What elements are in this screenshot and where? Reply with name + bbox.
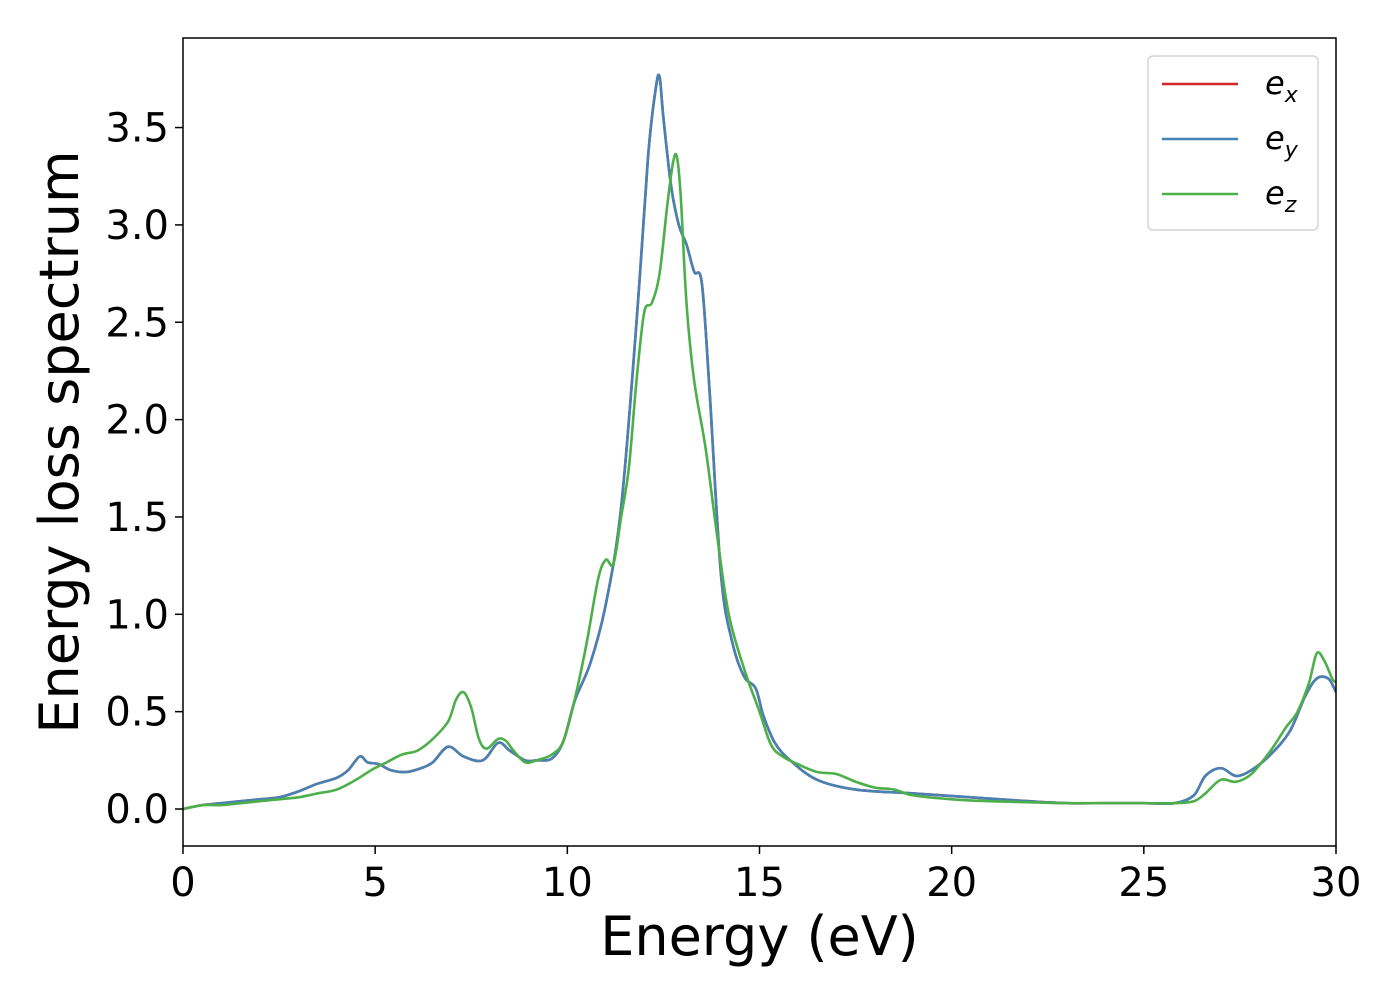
x-axis-label: Energy (eV)	[600, 905, 919, 968]
y-tick-label: 2.0	[105, 398, 169, 444]
series-line-ez	[183, 152, 1336, 811]
x-tick-label: 25	[1118, 860, 1169, 906]
y-tick-label: 0.0	[105, 787, 169, 833]
y-tick-label: 1.0	[105, 592, 169, 638]
y-tick-label: 3.0	[105, 203, 169, 249]
y-tick-label: 3.5	[105, 106, 169, 152]
legend-label-ey: ey	[1265, 119, 1299, 163]
legend-label-subscript: y	[1284, 138, 1299, 163]
series-layer	[183, 73, 1336, 811]
x-tick-label: 0	[170, 860, 195, 906]
y-tick-label: 1.5	[105, 495, 169, 541]
legend-label-base: e	[1265, 174, 1285, 212]
y-tick-label: 2.5	[105, 300, 169, 346]
legend-label-ex: ex	[1265, 64, 1299, 108]
legend-label-base: e	[1265, 119, 1285, 157]
legend-label-subscript: z	[1284, 193, 1297, 218]
y-axis-ticks: 0.0 0.5 1.0 1.5 2.0 2.5 3.0 3.5	[105, 106, 183, 833]
x-tick-label: 5	[362, 860, 387, 906]
x-tick-label: 30	[1311, 860, 1362, 906]
legend-label-base: e	[1265, 64, 1285, 102]
legend-box	[1147, 55, 1319, 231]
x-tick-label: 15	[734, 860, 785, 906]
y-axis-label: Energy loss spectrum	[28, 150, 91, 733]
y-tick-label: 0.5	[105, 690, 169, 736]
x-tick-label: 10	[542, 860, 593, 906]
legend-label-ez: ez	[1265, 174, 1297, 218]
legend-label-subscript: x	[1284, 83, 1299, 108]
x-tick-label: 20	[926, 860, 977, 906]
x-axis-ticks: 0 5 10 15 20 25 30	[170, 846, 1361, 906]
